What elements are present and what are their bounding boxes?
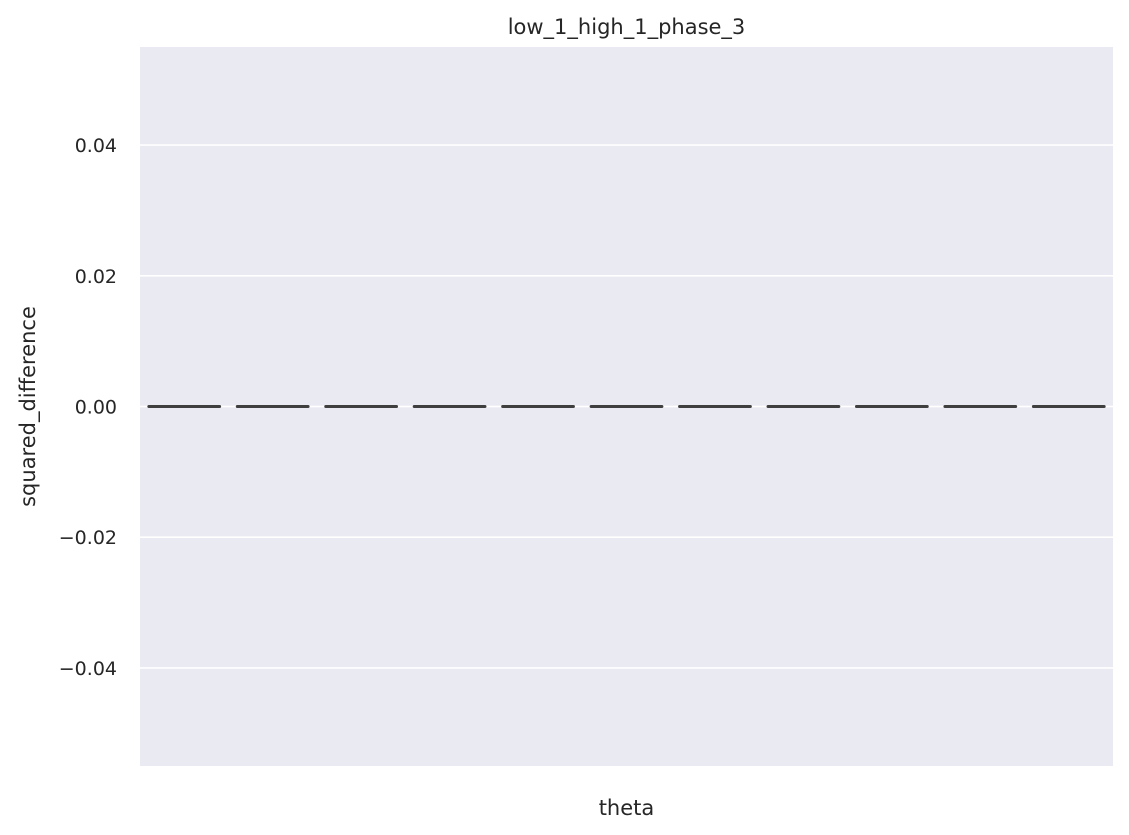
y-tick-label: 0.04 [75,135,117,157]
y-tick-label: −0.02 [59,527,117,549]
y-tick-labels: −0.04 −0.02 0.00 0.02 0.04 [59,135,117,680]
y-axis-label: squared_difference [16,306,41,507]
x-axis-label: theta [599,796,655,820]
chart-title: low_1_high_1_phase_3 [508,15,746,40]
y-tick-label: 0.00 [75,397,117,419]
y-tick-label: −0.04 [59,658,117,680]
y-tick-label: 0.02 [75,266,117,288]
